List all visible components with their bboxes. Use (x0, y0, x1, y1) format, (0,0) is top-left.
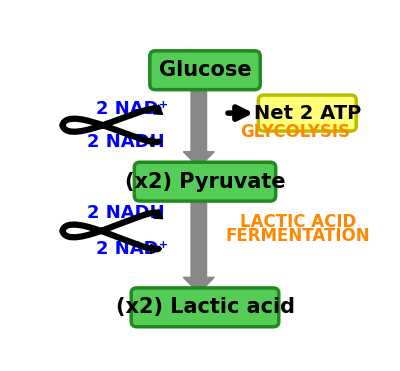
Text: (x2) Lactic acid: (x2) Lactic acid (116, 297, 294, 317)
Text: LACTIC ACID: LACTIC ACID (240, 213, 356, 231)
FancyBboxPatch shape (150, 51, 260, 90)
FancyBboxPatch shape (134, 162, 276, 201)
Text: GLYCOLYSIS: GLYCOLYSIS (240, 123, 350, 141)
Text: 2 NADH: 2 NADH (87, 133, 165, 151)
FancyBboxPatch shape (258, 95, 356, 131)
Text: 2 NAD⁺: 2 NAD⁺ (96, 240, 168, 258)
FancyArrow shape (183, 85, 214, 167)
Text: Net 2 ATP: Net 2 ATP (254, 104, 361, 122)
Text: 2 NAD⁺: 2 NAD⁺ (96, 100, 168, 118)
FancyArrow shape (183, 196, 214, 293)
Text: FERMENTATION: FERMENTATION (226, 227, 370, 245)
Text: Glucose: Glucose (159, 60, 251, 80)
Text: (x2) Pyruvate: (x2) Pyruvate (125, 172, 285, 192)
Text: 2 NADH: 2 NADH (87, 204, 165, 222)
FancyBboxPatch shape (131, 288, 279, 327)
